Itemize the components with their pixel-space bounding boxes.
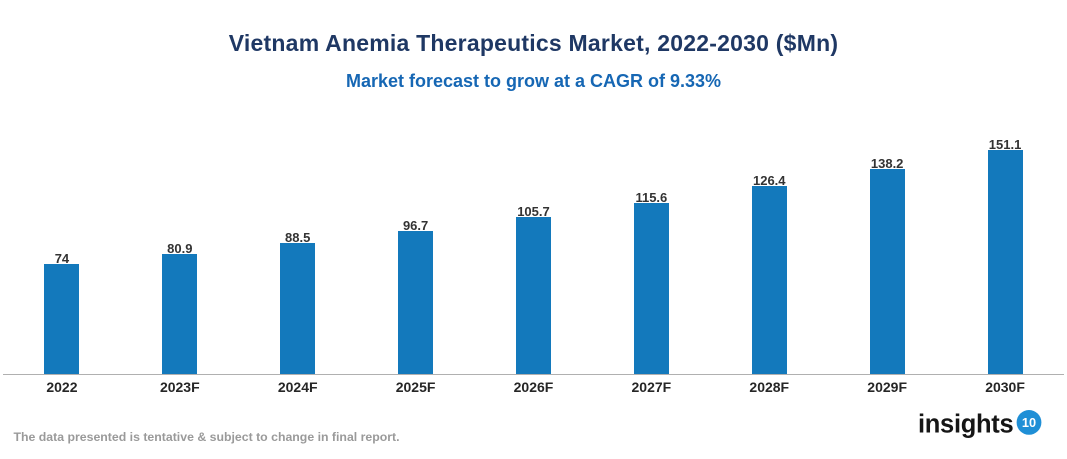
svg-text:insights: insights (918, 411, 1013, 439)
svg-text:10: 10 (1022, 415, 1036, 430)
